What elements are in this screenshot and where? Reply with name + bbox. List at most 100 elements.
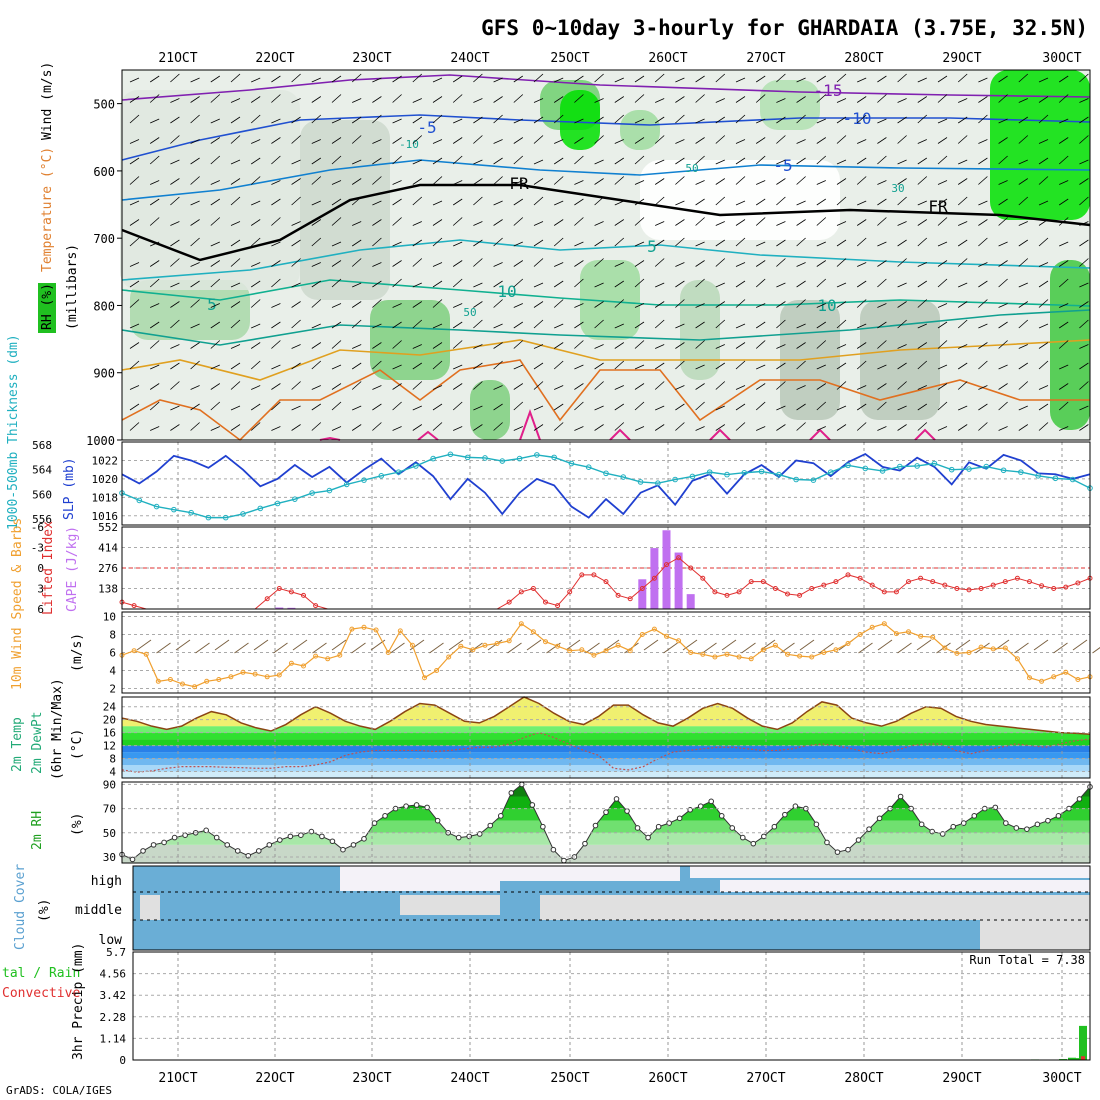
wind-barb xyxy=(372,262,382,267)
wind-barb xyxy=(271,94,281,103)
wind-barb xyxy=(1018,221,1028,226)
wind-barb xyxy=(715,98,725,103)
wind-barb xyxy=(473,282,483,288)
wind-barb xyxy=(776,424,786,431)
wind-barb xyxy=(533,424,544,431)
thickness-point xyxy=(534,452,540,458)
wind-barb xyxy=(735,262,746,267)
wind-barb xyxy=(129,139,140,144)
thickness-point xyxy=(568,460,575,467)
wind-barb xyxy=(1058,278,1069,288)
wind-speed-point xyxy=(918,633,924,639)
wind-barb xyxy=(432,200,443,206)
slp-tick-label: 1016 xyxy=(92,510,119,523)
wind-barb xyxy=(372,360,382,370)
wind-barb xyxy=(614,323,624,329)
wind-barb xyxy=(715,135,726,144)
wind-barb xyxy=(452,217,463,226)
wind-barb xyxy=(190,157,200,165)
wind-speed-point xyxy=(192,684,198,690)
wind-barb xyxy=(150,303,160,308)
wind-barb xyxy=(594,178,604,185)
wind-barb xyxy=(271,401,281,411)
precip-tick-label: 3.42 xyxy=(100,989,127,1002)
wind-barb xyxy=(594,159,604,165)
wind-barb xyxy=(594,424,604,431)
lifted-point xyxy=(990,582,996,588)
wind-barb xyxy=(493,77,503,83)
wind-barb xyxy=(311,403,322,411)
run-total-label: Run Total = 7.38 xyxy=(969,953,1085,967)
wind-barb xyxy=(331,303,342,308)
rh-point xyxy=(708,798,715,805)
wind-barb xyxy=(594,98,604,103)
wind-barb xyxy=(998,340,1008,349)
wind-barb xyxy=(634,137,645,144)
thickness-point xyxy=(810,477,817,483)
temp-band-1 xyxy=(122,732,1090,740)
wind-barb xyxy=(796,299,806,308)
wind-barb xyxy=(533,282,544,288)
date-label-top: 23OCT xyxy=(352,51,391,66)
lifted-point xyxy=(736,589,742,595)
wind-barb xyxy=(836,159,847,165)
wind-barb xyxy=(574,137,584,144)
wind-barb xyxy=(1079,258,1089,267)
wind-barb xyxy=(978,422,988,431)
rh-point xyxy=(529,802,536,808)
wind-barb xyxy=(594,196,604,206)
wind-barb xyxy=(574,75,584,83)
wind-barb xyxy=(574,155,584,165)
wind-barb xyxy=(957,258,968,267)
wind-barb xyxy=(311,299,322,308)
precip-tick-label: 4.56 xyxy=(100,968,127,981)
wind-barb xyxy=(998,260,1008,267)
wind-barb xyxy=(594,319,604,329)
wind-speed-point xyxy=(833,647,839,653)
wind-barb xyxy=(917,262,927,267)
thickness-point xyxy=(361,477,367,483)
rh-point xyxy=(234,848,241,854)
wind-barb xyxy=(836,116,847,124)
wind-barb xyxy=(554,139,564,144)
wind-barb xyxy=(796,157,806,165)
wind-barb xyxy=(553,299,564,308)
rh-shade-8 xyxy=(680,280,720,380)
thickness-line xyxy=(121,453,1091,519)
wind-barb xyxy=(149,401,160,411)
wind-barb xyxy=(1058,401,1069,411)
temp-tick-label: 4 xyxy=(109,766,116,779)
wind-barb xyxy=(1079,221,1089,226)
wind-barb xyxy=(1038,299,1049,308)
wind-barb xyxy=(594,135,604,144)
rh-point xyxy=(971,813,978,819)
wind-barb xyxy=(271,217,281,226)
wind-speed-point xyxy=(422,675,427,681)
thickness-point xyxy=(188,509,194,516)
wind-barb xyxy=(412,73,423,83)
thickness-point xyxy=(1052,475,1059,482)
cape-bar xyxy=(662,530,671,609)
wind-speed-point xyxy=(458,643,464,649)
wind-barb xyxy=(957,424,968,431)
rh-point xyxy=(434,817,441,824)
temp-tick-label: 8 xyxy=(109,753,116,766)
rh-point xyxy=(939,831,946,837)
wind-barb xyxy=(250,280,261,288)
wind-barb xyxy=(937,321,948,329)
wind-speed-point xyxy=(990,646,996,652)
wind-barb-10m xyxy=(253,639,269,651)
date-label-bottom: 29OCT xyxy=(942,1071,981,1086)
wind-barb xyxy=(271,180,281,185)
wind-barb xyxy=(473,344,483,349)
thickness-point xyxy=(879,468,886,474)
wind-barb xyxy=(250,360,261,370)
wind-barb xyxy=(1079,135,1089,144)
wind-barb xyxy=(1058,94,1069,103)
wind-barb xyxy=(533,344,544,349)
wind-barb xyxy=(331,137,342,144)
wind-barb xyxy=(877,321,887,329)
wind-speed-point xyxy=(1039,678,1045,684)
wind-barb xyxy=(998,118,1008,124)
contour-label-11: 50 xyxy=(685,162,698,175)
